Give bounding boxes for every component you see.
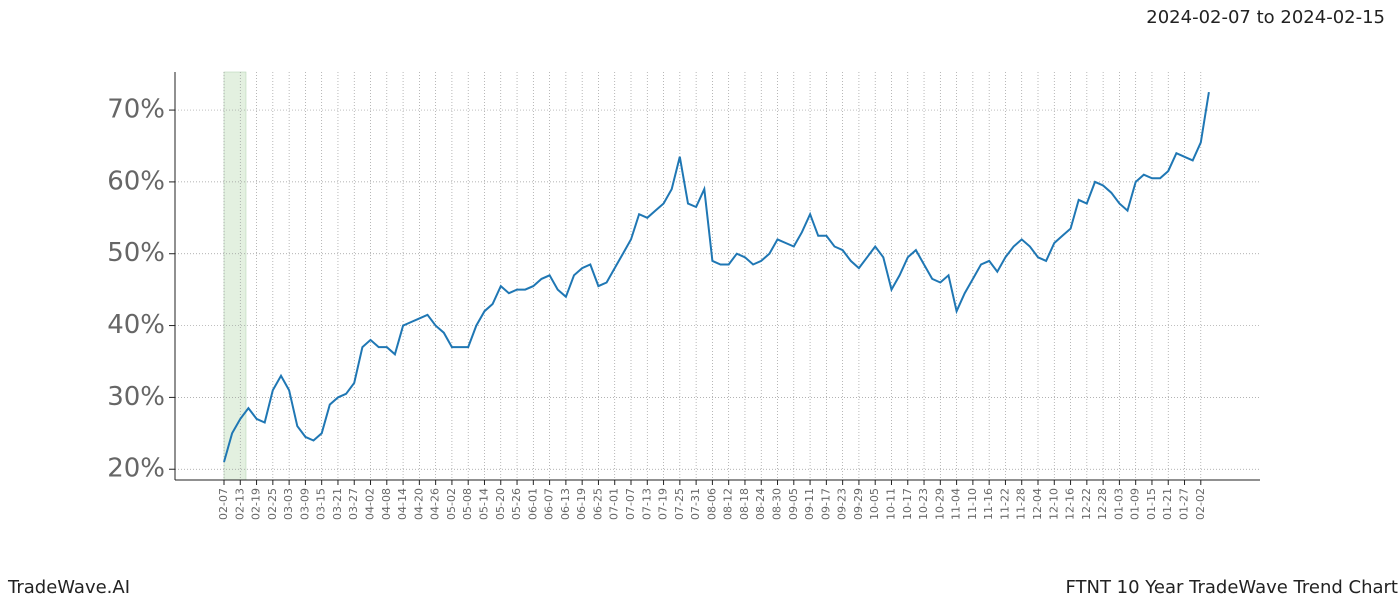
line bbox=[223, 91, 1210, 463]
x-tick-label: 12-28 bbox=[1096, 488, 1109, 520]
x-tick-label: 09-11 bbox=[803, 488, 816, 520]
y-tick-label: 20% bbox=[107, 454, 165, 484]
footer-left: TradeWave.AI bbox=[7, 577, 130, 598]
x-tick-label: 02-07 bbox=[217, 488, 230, 520]
x-tick-label: 09-29 bbox=[852, 488, 865, 520]
x-tick-label: 03-09 bbox=[298, 488, 311, 520]
x-tick-label: 10-23 bbox=[917, 488, 930, 520]
footer-right: FTNT 10 Year TradeWave Trend Chart bbox=[1065, 577, 1398, 598]
x-tick-label: 11-16 bbox=[982, 488, 995, 520]
x-tick-label: 02-25 bbox=[266, 488, 279, 520]
x-tick-label: 10-11 bbox=[884, 488, 897, 520]
chart-title: 2024-02-07 to 2024-02-15 bbox=[1146, 7, 1385, 28]
x-tick-label: 07-25 bbox=[673, 488, 686, 520]
y-tick-label: 70% bbox=[107, 95, 165, 125]
y-tick-label: 60% bbox=[107, 166, 165, 196]
y-tick-label: 50% bbox=[107, 238, 165, 268]
x-tick-label: 01-09 bbox=[1129, 488, 1142, 520]
y-tick-label: 30% bbox=[107, 382, 165, 412]
x-tick-label: 04-26 bbox=[429, 488, 442, 520]
x-tick-label: 05-26 bbox=[510, 488, 523, 520]
x-tick-label: 01-21 bbox=[1161, 488, 1174, 520]
x-tick-label: 08-30 bbox=[771, 488, 784, 520]
x-tick-label: 10-05 bbox=[868, 488, 881, 520]
x-tick-label: 09-17 bbox=[819, 488, 832, 520]
x-tick-label: 07-13 bbox=[640, 488, 653, 520]
x-tick-label: 04-14 bbox=[396, 488, 409, 520]
x-tick-label: 07-01 bbox=[608, 488, 621, 520]
x-tick-label: 08-24 bbox=[754, 488, 767, 520]
x-tick-label: 07-31 bbox=[689, 488, 702, 520]
x-tick-label: 06-19 bbox=[575, 488, 588, 520]
x-tick-label: 08-18 bbox=[738, 488, 751, 520]
x-tick-label: 05-08 bbox=[461, 488, 474, 520]
x-tick-label: 02-02 bbox=[1194, 488, 1207, 520]
x-tick-label: 01-15 bbox=[1145, 488, 1158, 520]
x-tick-label: 12-10 bbox=[1047, 488, 1060, 520]
x-tick-label: 11-28 bbox=[1015, 488, 1028, 520]
x-tick-label: 04-08 bbox=[380, 488, 393, 520]
x-tick-label: 02-13 bbox=[233, 488, 246, 520]
x-tick-label: 04-20 bbox=[412, 488, 425, 520]
x-tick-label: 09-05 bbox=[787, 488, 800, 520]
x-tick-label: 06-25 bbox=[591, 488, 604, 520]
highlight-band bbox=[223, 71, 247, 481]
x-tick-label: 07-07 bbox=[624, 488, 637, 520]
x-tick-label: 10-17 bbox=[901, 488, 914, 520]
x-tick-label: 08-06 bbox=[705, 488, 718, 520]
x-tick-label: 03-15 bbox=[315, 488, 328, 520]
x-tick-label: 11-22 bbox=[998, 488, 1011, 520]
x-tick-label: 04-02 bbox=[364, 488, 377, 520]
x-tick-label: 09-23 bbox=[836, 488, 849, 520]
x-tick-label: 12-04 bbox=[1031, 488, 1044, 520]
y-tick-label: 40% bbox=[107, 310, 165, 340]
x-tick-label: 05-02 bbox=[445, 488, 458, 520]
x-tick-label: 12-22 bbox=[1080, 488, 1093, 520]
x-tick-label: 07-19 bbox=[657, 488, 670, 520]
x-tick-label: 01-27 bbox=[1178, 488, 1191, 520]
x-tick-label: 06-01 bbox=[526, 488, 539, 520]
x-tick-label: 05-20 bbox=[494, 488, 507, 520]
x-tick-label: 06-13 bbox=[559, 488, 572, 520]
x-tick-label: 11-10 bbox=[966, 488, 979, 520]
x-tick-label: 02-19 bbox=[250, 488, 263, 520]
x-tick-label: 06-07 bbox=[543, 488, 556, 520]
x-tick-label: 10-29 bbox=[933, 488, 946, 520]
x-tick-label: 12-16 bbox=[1064, 488, 1077, 520]
x-tick-label: 11-04 bbox=[950, 488, 963, 520]
x-tick-label: 03-27 bbox=[347, 488, 360, 520]
x-tick-label: 03-21 bbox=[331, 488, 344, 520]
x-tick-label: 01-03 bbox=[1112, 488, 1125, 520]
x-tick-label: 03-03 bbox=[282, 488, 295, 520]
x-tick-label: 05-14 bbox=[477, 488, 490, 520]
x-tick-label: 08-12 bbox=[722, 488, 735, 520]
